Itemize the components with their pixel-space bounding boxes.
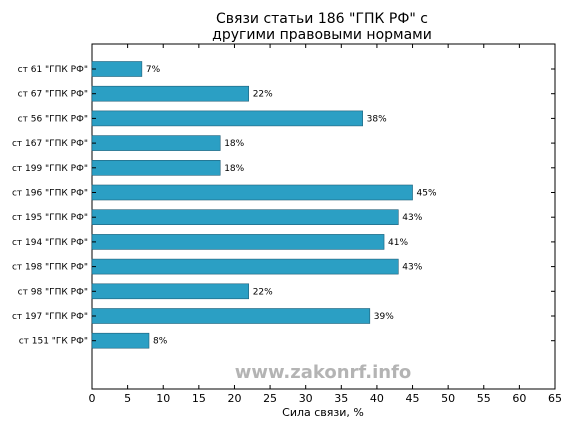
x-tick-label: 65 — [548, 392, 562, 405]
x-tick-label: 20 — [227, 392, 241, 405]
x-tick-label: 40 — [370, 392, 384, 405]
category-label: ст 195 "ГПК РФ" — [12, 213, 88, 223]
bar — [91, 184, 413, 201]
category-labels: ст 61 "ГПК РФ" ст 67 "ГПК РФ" ст 56 "ГПК Р… — [12, 65, 555, 347]
category-label: ст 198 "ГПК РФ" — [12, 263, 88, 273]
bar — [91, 85, 250, 102]
x-tick-label: 30 — [299, 392, 313, 405]
x-tick-label: 0 — [89, 392, 96, 405]
bar — [91, 258, 399, 275]
data-label: 43% — [402, 263, 422, 273]
bar — [91, 110, 363, 127]
category-label: ст 61 "ГПК РФ" — [18, 65, 88, 75]
category-label: ст 167 "ГПК РФ" — [12, 139, 88, 149]
x-tick-label: 45 — [406, 392, 420, 405]
x-axis-ticks: 0 5 10 15 20 25 30 35 40 45 50 55 60 65 — [89, 44, 562, 405]
x-tick-label: 50 — [441, 392, 455, 405]
x-tick-label: 15 — [192, 392, 206, 405]
bar — [91, 135, 221, 151]
category-label: ст 56 "ГПК РФ" — [18, 114, 88, 124]
chart-title-line1: Связи статьи 186 "ГПК РФ" с — [216, 11, 428, 27]
data-label: 8% — [153, 337, 168, 347]
bar — [91, 209, 399, 225]
bar — [91, 234, 385, 250]
data-label: 22% — [253, 287, 273, 297]
watermark: www.zakonrf.info — [235, 362, 412, 383]
x-axis-label: Сила связи, % — [282, 406, 364, 419]
x-tick-label: 35 — [334, 392, 348, 405]
x-tick-label: 55 — [477, 392, 491, 405]
chart-title-line2: другими правовыми нормами — [212, 27, 432, 43]
data-label: 38% — [367, 114, 387, 124]
data-label: 39% — [374, 312, 394, 322]
bar — [91, 160, 221, 176]
x-tick-label: 25 — [263, 392, 277, 405]
category-label: ст 98 "ГПК РФ" — [18, 287, 88, 297]
x-tick-label: 10 — [156, 392, 170, 405]
category-label: ст 194 "ГПК РФ" — [12, 238, 88, 248]
data-label: 43% — [402, 213, 422, 223]
bar — [91, 332, 150, 349]
data-label: 41% — [388, 238, 408, 248]
category-label: ст 199 "ГПК РФ" — [12, 164, 88, 174]
data-label: 7% — [146, 65, 161, 75]
bar — [91, 61, 143, 77]
data-label: 18% — [224, 139, 244, 149]
category-label: ст 196 "ГПК РФ" — [12, 189, 88, 199]
category-label: ст 67 "ГПК РФ" — [18, 90, 88, 100]
data-label: 22% — [253, 90, 273, 100]
category-label: ст 197 "ГПК РФ" — [12, 312, 88, 322]
bar — [91, 308, 371, 324]
data-label: 18% — [224, 164, 244, 174]
bars-group: 7% 22% 38% 18% 18% 45% 43% 41% 43% 22% 39% 8% — [91, 61, 437, 349]
x-tick-label: 5 — [124, 392, 131, 405]
data-label: 45% — [417, 189, 437, 199]
x-tick-label: 60 — [512, 392, 526, 405]
bar — [91, 283, 250, 300]
category-label: ст 151 "ГК РФ" — [19, 337, 88, 347]
